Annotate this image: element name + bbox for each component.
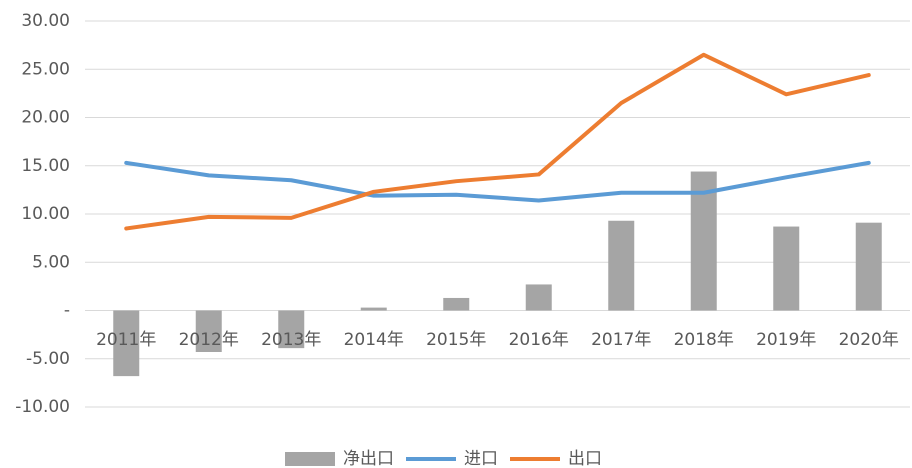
- y-tick-label: 20.00: [21, 108, 70, 128]
- line: [124, 52, 871, 231]
- x-tick-label: 2013年: [261, 330, 321, 350]
- y-tick-label: 30.00: [21, 11, 70, 31]
- bar: [525, 284, 552, 311]
- y-tick-label: -: [64, 301, 70, 321]
- bar: [773, 226, 800, 311]
- y-tick-label: 10.00: [21, 204, 70, 224]
- bar: [443, 297, 470, 311]
- legend-label: 进口: [464, 449, 498, 468]
- x-tick-label: 2015年: [426, 330, 486, 350]
- y-tick-label: -10.00: [15, 397, 70, 417]
- y-tick-label: 5.00: [32, 252, 70, 272]
- x-tick-label: 2014年: [344, 330, 404, 350]
- x-tick-label: 2012年: [179, 330, 239, 350]
- bar: [113, 310, 140, 377]
- bar: [855, 222, 882, 311]
- x-tick-label: 2020年: [839, 330, 899, 350]
- x-tick-label: 2019年: [756, 330, 816, 350]
- bar: [195, 310, 222, 352]
- bar: [360, 307, 387, 311]
- x-tick-label: 2011年: [96, 330, 156, 350]
- legend-swatch: [285, 452, 335, 466]
- y-tick-label: -5.00: [26, 349, 70, 369]
- legend-label: 净出口: [343, 449, 394, 468]
- x-tick-label: 2017年: [591, 330, 651, 350]
- bar: [608, 220, 635, 311]
- bar: [278, 310, 305, 349]
- line: [124, 160, 871, 203]
- x-tick-label: 2016年: [509, 330, 569, 350]
- x-tick-label: 2018年: [674, 330, 734, 350]
- y-tick-label: 25.00: [21, 59, 70, 79]
- legend-label: 出口: [568, 449, 602, 468]
- y-tick-label: 15.00: [21, 156, 70, 176]
